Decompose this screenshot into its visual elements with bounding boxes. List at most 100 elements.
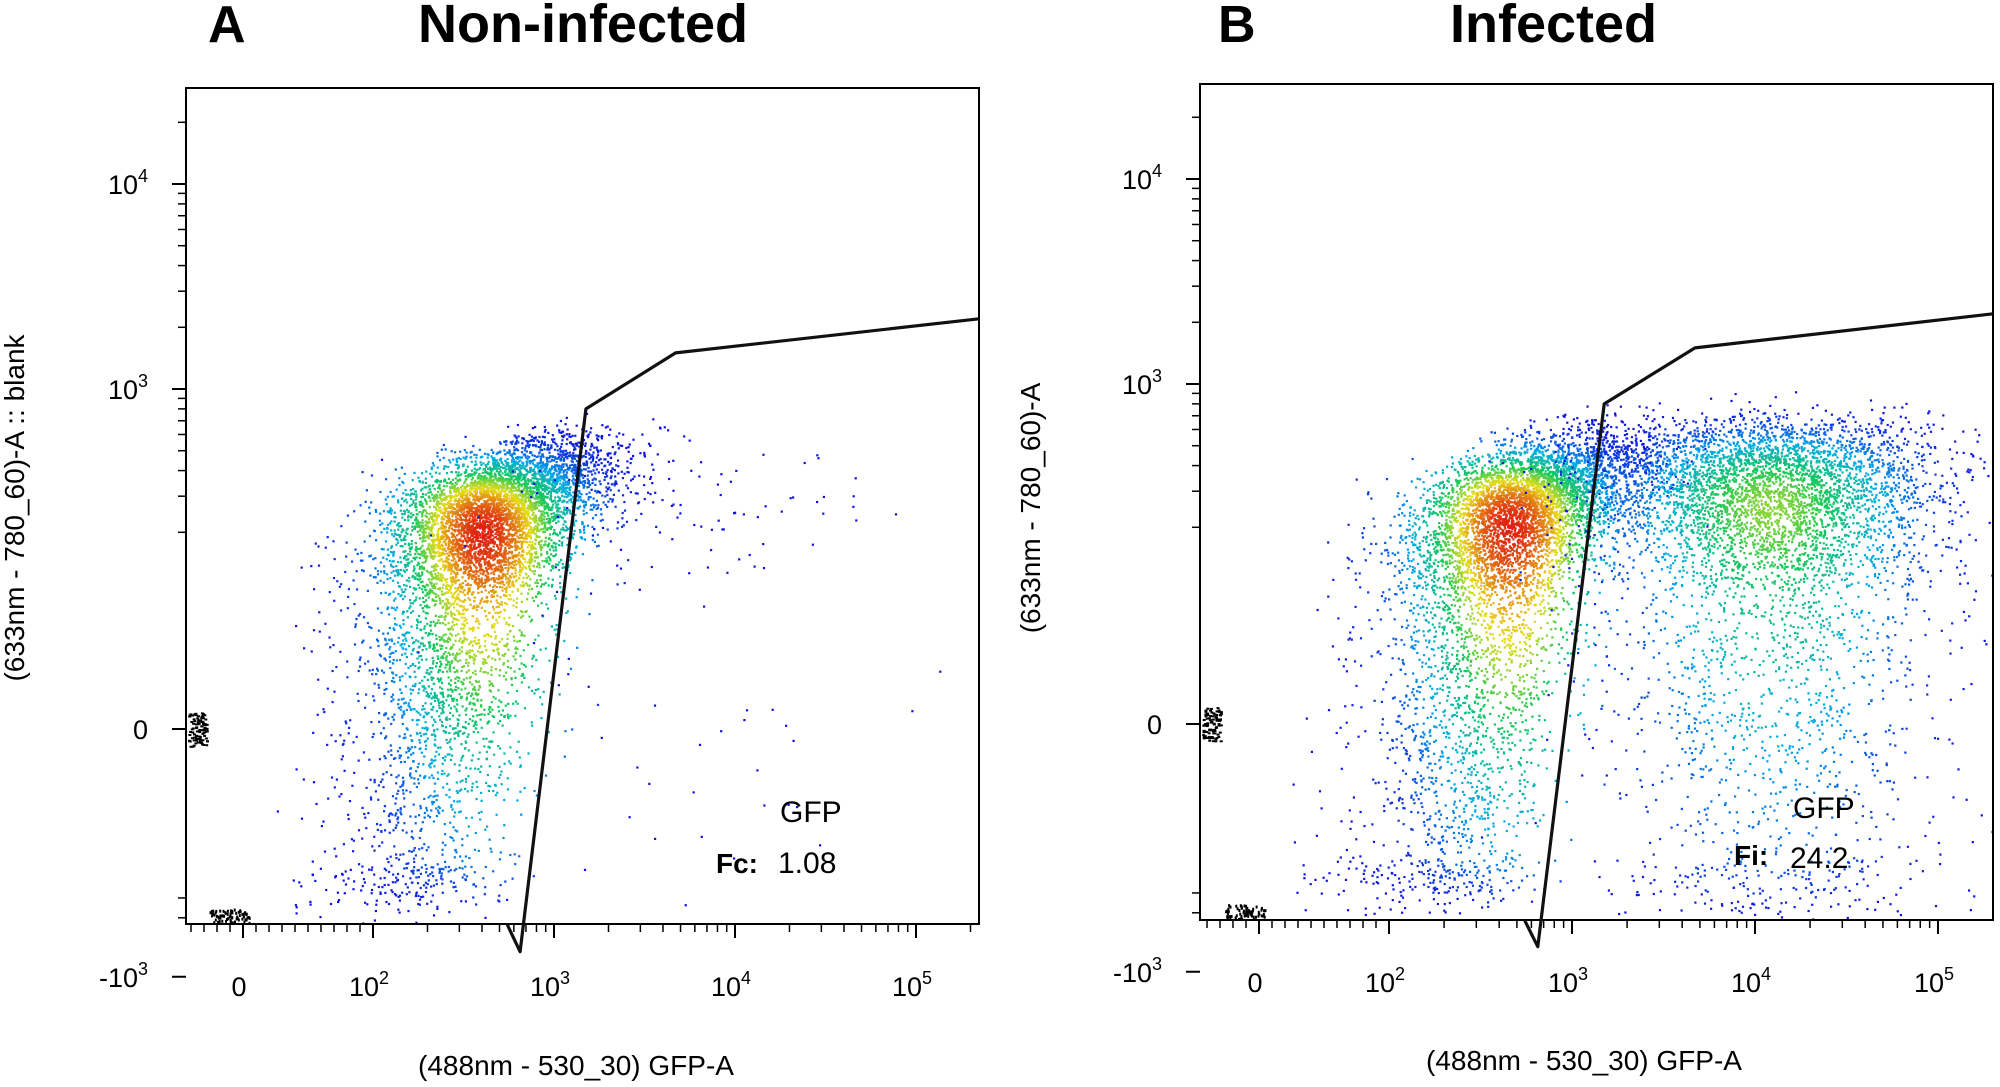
panel-a-event-dot bbox=[486, 773, 489, 777]
panel-a-event-dot bbox=[498, 699, 501, 702]
panel-a-event-dot bbox=[518, 465, 521, 468]
panel-a-event-dot bbox=[663, 426, 666, 429]
panel-a-event-dot bbox=[363, 812, 366, 816]
panel-a-event-dot bbox=[541, 546, 544, 549]
panel-a-event-dot bbox=[543, 523, 547, 526]
panel-a-event-dot bbox=[557, 544, 561, 547]
panel-a-event-dot bbox=[344, 570, 347, 574]
panel-a-event-dot bbox=[426, 883, 429, 886]
panel-a-event-dot bbox=[424, 747, 427, 751]
panel-a-event-dot bbox=[405, 789, 408, 792]
panel-a-event-dot bbox=[438, 701, 441, 704]
panel-a-event-dot bbox=[479, 474, 482, 478]
panel-a-event-dot bbox=[518, 481, 521, 484]
panel-a-event-dot bbox=[491, 451, 495, 454]
panel-a-event-dot bbox=[400, 691, 403, 694]
panel-a-event-dot bbox=[506, 691, 509, 694]
panel-a-event-dot bbox=[505, 468, 508, 471]
panel-a-event-dot bbox=[500, 638, 504, 641]
panel-a-event-dot bbox=[401, 591, 404, 594]
panel-a-event-dot bbox=[449, 491, 452, 494]
panel-a-event-dot bbox=[423, 797, 426, 800]
panel-a-event-dot bbox=[578, 475, 581, 478]
panel-a-event-dot bbox=[531, 427, 534, 430]
panel-a-event-dot bbox=[527, 544, 531, 547]
panel-a-event-dot bbox=[536, 530, 539, 533]
panel-a-event-dot bbox=[379, 892, 382, 895]
panel-a-event-dot bbox=[462, 605, 465, 608]
panel-a-event-dot bbox=[527, 499, 531, 502]
panel-a-event-dot bbox=[473, 871, 476, 874]
panel-a-event-dot bbox=[485, 465, 488, 468]
panel-a-event-dot bbox=[579, 505, 582, 508]
panel-a-event-dot bbox=[364, 520, 367, 523]
panel-a-event-dot bbox=[603, 465, 606, 468]
panel-a-event-dot bbox=[335, 855, 338, 858]
panel-a-event-dot bbox=[590, 427, 593, 430]
panel-a-event-dot bbox=[398, 525, 401, 528]
panel-a-event-dot bbox=[546, 481, 549, 484]
panel-a-event-dot bbox=[539, 494, 542, 497]
panel-a-event-dot bbox=[394, 650, 397, 653]
panel-a-event-dot bbox=[417, 869, 420, 872]
panel-a-event-dot bbox=[578, 478, 581, 482]
panel-a-event-dot bbox=[411, 610, 415, 613]
panel-a-event-dot bbox=[553, 438, 556, 441]
panel-a-event-dot bbox=[508, 760, 511, 763]
panel-a-event-dot bbox=[402, 550, 405, 553]
panel-a-event-dot bbox=[467, 775, 470, 778]
panel-a-event-dot bbox=[397, 698, 400, 701]
panel-a-event-dot bbox=[493, 643, 496, 646]
panel-a-event-dot bbox=[420, 642, 423, 645]
panel-a-event-dot bbox=[470, 865, 473, 869]
panel-a-event-dot bbox=[322, 820, 325, 823]
panel-a-event-dot bbox=[469, 473, 472, 476]
panel-a-event-dot bbox=[504, 459, 507, 462]
panel-a-event-dot bbox=[478, 686, 482, 689]
panel-a-event-dot bbox=[563, 487, 566, 490]
panel-a-event-dot bbox=[520, 813, 523, 816]
panel-a-event-dot bbox=[529, 556, 532, 559]
panel-a-event-dot bbox=[421, 573, 424, 576]
panel-a-event-dot bbox=[549, 491, 552, 494]
panel-a-event-dot bbox=[560, 542, 563, 545]
panel-a-event-dot bbox=[399, 644, 402, 647]
panel-a-event-dot bbox=[585, 462, 588, 466]
panel-a-event-dot bbox=[500, 486, 503, 489]
panel-a-event-dot bbox=[414, 502, 418, 505]
panel-a-event-dot bbox=[412, 803, 415, 806]
panel-a-event-dot bbox=[456, 595, 459, 598]
panel-a-event-dot bbox=[474, 885, 478, 888]
panel-a-event-dot bbox=[512, 583, 515, 586]
panel-a-event-dot bbox=[569, 667, 572, 670]
panel-a-event-dot bbox=[568, 433, 571, 436]
panel-a-event-dot bbox=[464, 457, 467, 460]
panel-a-event-dot bbox=[529, 471, 532, 474]
panel-a-event-dot bbox=[596, 533, 599, 536]
panel-a-event-dot bbox=[504, 671, 508, 674]
panel-a-event-dot bbox=[435, 493, 438, 496]
panel-a-event-dot bbox=[488, 838, 491, 841]
panel-a-event-dot bbox=[415, 876, 418, 879]
panel-a-event-dot bbox=[383, 572, 386, 575]
panel-a-event-dot bbox=[514, 435, 517, 438]
panel-a-event-dot bbox=[492, 458, 495, 461]
panel-a-event-dot bbox=[437, 594, 440, 597]
panel-a-event-dot bbox=[587, 470, 590, 473]
panel-a-event-dot bbox=[490, 635, 493, 638]
panel-a-event-dot bbox=[469, 655, 472, 658]
panel-a-event-dot bbox=[413, 493, 416, 496]
panel-a-event-dot bbox=[599, 449, 602, 452]
panel-a-event-dot bbox=[556, 510, 559, 513]
panel-a-event-dot bbox=[466, 790, 469, 793]
panel-a-event-dot bbox=[444, 755, 447, 758]
panel-a-event-dot bbox=[407, 704, 410, 707]
panel-a-event-dot bbox=[410, 560, 413, 563]
panel-a-event-dot bbox=[425, 739, 428, 743]
panel-a-event-dot bbox=[515, 448, 518, 451]
panel-a-event-dot bbox=[478, 751, 481, 754]
panel-a-event-dot bbox=[371, 735, 374, 739]
panel-a-event-dot bbox=[591, 478, 594, 481]
panel-a-event-dot bbox=[452, 826, 455, 829]
panel-a-event-dot bbox=[444, 478, 447, 482]
